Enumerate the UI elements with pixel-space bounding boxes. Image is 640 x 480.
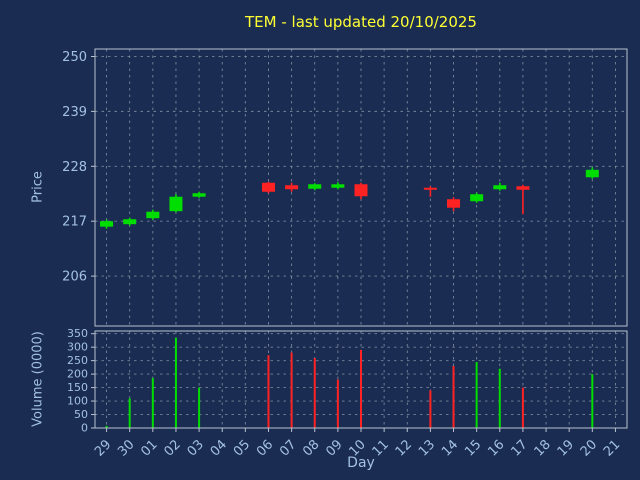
- candle-body: [354, 184, 368, 197]
- volume-tick-label: 200: [67, 368, 88, 381]
- chart-title: TEM - last updated 20/10/2025: [245, 13, 477, 31]
- price-tick-label: 239: [62, 105, 87, 120]
- candle-body: [516, 186, 530, 190]
- volume-tick-label: 350: [67, 327, 88, 340]
- candle-body: [192, 193, 206, 197]
- volume-tick-label: 150: [67, 381, 88, 394]
- price-axis-title: Price: [30, 171, 46, 203]
- volume-axis-title: Volume (0000): [30, 331, 46, 427]
- price-tick-label: 228: [62, 160, 87, 175]
- candle-body: [123, 219, 137, 225]
- candle-body: [331, 184, 345, 188]
- price-tick-label: 206: [62, 270, 87, 285]
- volume-tick-label: 250: [67, 354, 88, 367]
- candle-body: [493, 185, 507, 190]
- volume-tick-label: 100: [67, 395, 88, 408]
- candle-body: [146, 211, 160, 219]
- candle-body: [308, 184, 322, 189]
- candle-body: [585, 169, 599, 178]
- price-panel-border: [94, 48, 628, 327]
- candle-body: [169, 196, 183, 212]
- x-axis-title: Day: [347, 455, 375, 471]
- candle-body: [423, 187, 437, 190]
- price-tick-label: 217: [62, 215, 87, 230]
- volume-tick-label: 300: [67, 341, 88, 354]
- candle-body: [285, 185, 299, 190]
- candle-body: [447, 199, 461, 208]
- candle-body: [261, 182, 275, 192]
- candle-body: [470, 194, 484, 202]
- volume-tick-label: 50: [74, 408, 88, 421]
- volume-tick-label: 0: [81, 422, 88, 435]
- candle-body: [100, 221, 114, 227]
- price-tick-label: 250: [62, 50, 87, 65]
